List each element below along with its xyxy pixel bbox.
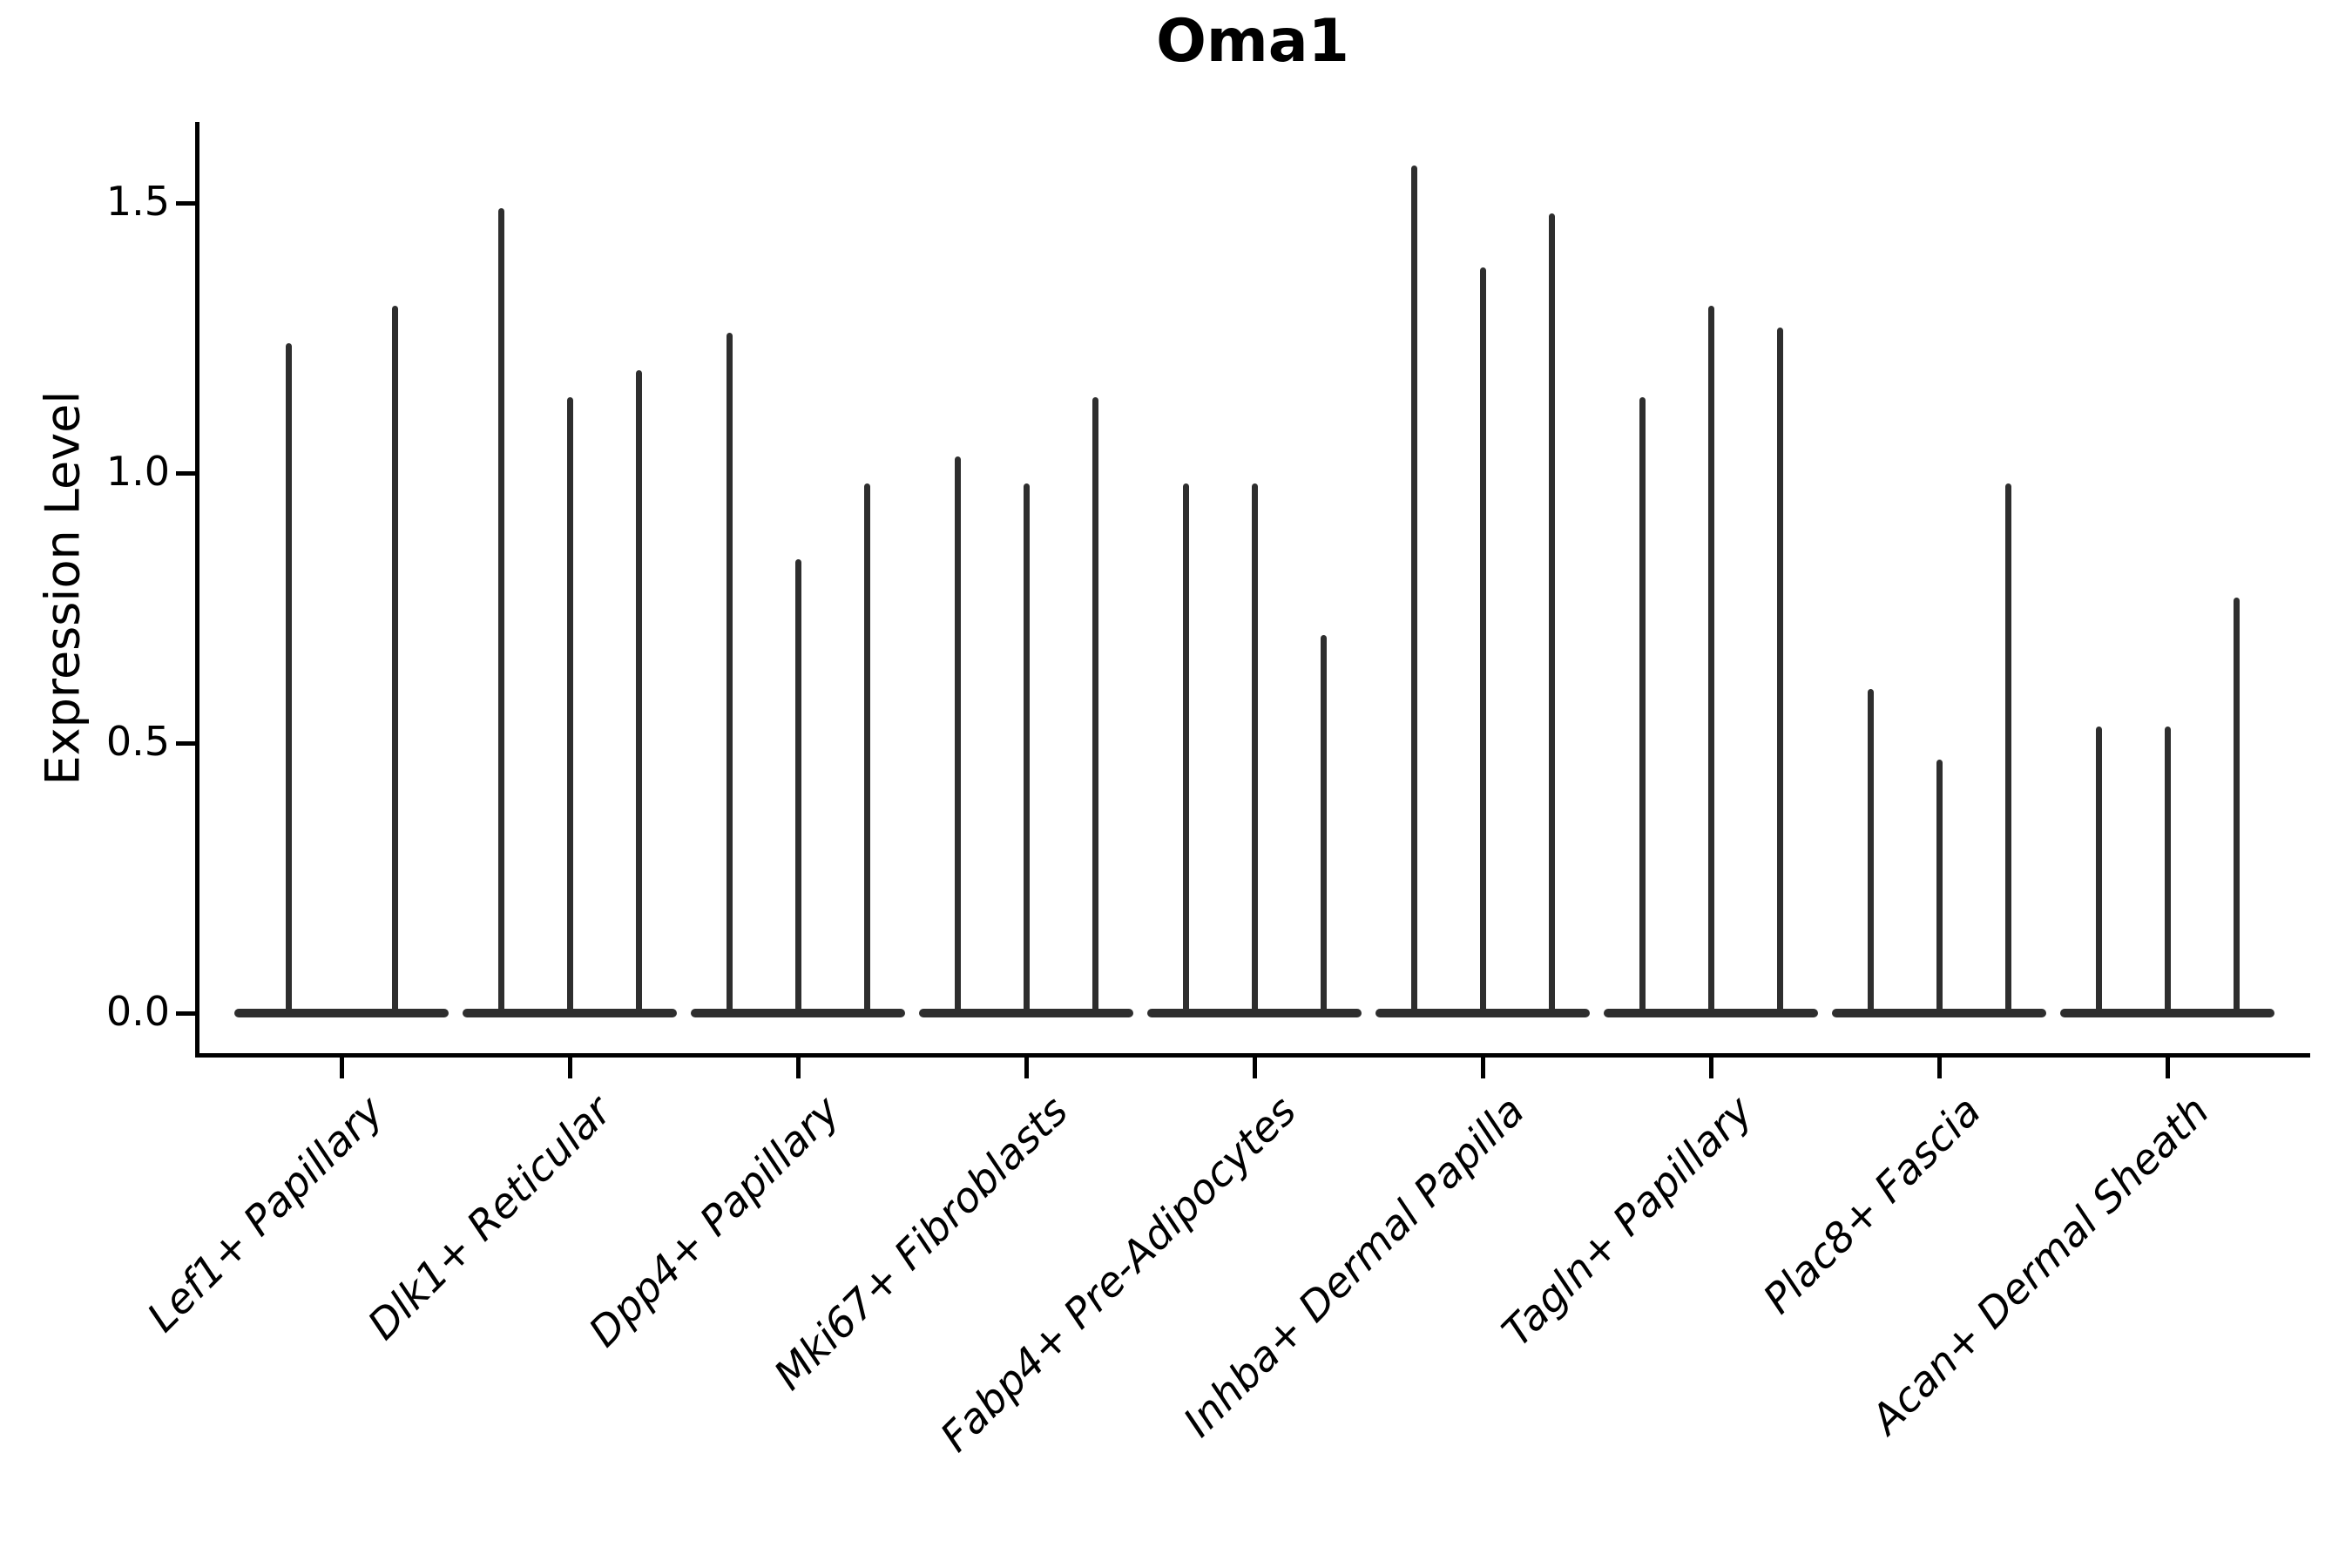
violin-spike [1023, 483, 1030, 1013]
violin-spike [1639, 397, 1646, 1013]
violin-zero-base [1375, 1009, 1590, 1017]
violin-zero-base [1832, 1009, 2046, 1017]
y-tick-label: 0.0 [105, 987, 170, 1035]
violin-spike [863, 483, 870, 1013]
violin-spike [1707, 305, 1714, 1013]
chart-title: Oma1 [1156, 7, 1349, 76]
violin-spike [285, 343, 292, 1013]
x-tick-label: Dpp4+ Papillary [579, 1087, 849, 1357]
x-tick-mark [339, 1056, 344, 1078]
x-tick-mark [2165, 1056, 2170, 1078]
x-tick-mark [1024, 1056, 1029, 1078]
violin-zero-base [463, 1009, 677, 1017]
violin-spike [1776, 327, 1783, 1013]
violin-zero-base [2060, 1009, 2274, 1017]
x-tick-mark [1252, 1056, 1257, 1078]
x-tick-mark [1480, 1056, 1485, 1078]
violin-zero-base [1604, 1009, 1818, 1017]
violin-spike [2233, 597, 2240, 1013]
x-tick-label: Plac8+ Fascia [1754, 1087, 1990, 1324]
x-tick-mark [795, 1056, 801, 1078]
violin-spike [794, 559, 801, 1013]
x-tick-mark [1708, 1056, 1713, 1078]
violin-spike [2095, 727, 2102, 1013]
violin-zero-base [691, 1009, 905, 1017]
y-tick-mark [176, 740, 195, 746]
y-tick-label: 0.5 [105, 717, 170, 765]
violin-spike [1320, 635, 1327, 1013]
y-tick-mark [176, 200, 195, 206]
violin-spike [2164, 727, 2171, 1013]
violin-spike [635, 370, 642, 1013]
violin-spike [726, 332, 733, 1013]
violin-spike [1410, 165, 1417, 1013]
x-axis-spine [195, 1053, 2310, 1058]
x-tick-label: Tagln+ Papillary [1493, 1087, 1762, 1356]
violin-zero-base [234, 1009, 449, 1017]
violin-spike [1479, 267, 1486, 1013]
violin-spike [497, 208, 504, 1013]
y-tick-mark [176, 1010, 195, 1016]
y-axis-spine [195, 122, 199, 1058]
violin-spike [1182, 483, 1189, 1013]
violin-spike [566, 397, 573, 1013]
x-tick-mark [1936, 1056, 1942, 1078]
y-tick-label: 1.5 [105, 177, 170, 225]
violin-spike [954, 456, 961, 1013]
violin-spike [1251, 483, 1258, 1013]
violin-zero-base [919, 1009, 1133, 1017]
x-tick-label: Dlk1+ Reticular [358, 1087, 621, 1349]
violin-spike [1548, 213, 1555, 1013]
violin-spike [1092, 397, 1098, 1013]
violin-spike [1936, 759, 1943, 1013]
violin-spike [1867, 689, 1874, 1013]
violin-spike [391, 305, 398, 1013]
y-tick-mark [176, 470, 195, 476]
violin-spike [2004, 483, 2011, 1013]
violin-zero-base [1147, 1009, 1362, 1017]
y-tick-label: 1.0 [105, 447, 170, 495]
x-tick-label: Lef1+ Papillary [138, 1087, 393, 1342]
x-tick-mark [567, 1056, 572, 1078]
